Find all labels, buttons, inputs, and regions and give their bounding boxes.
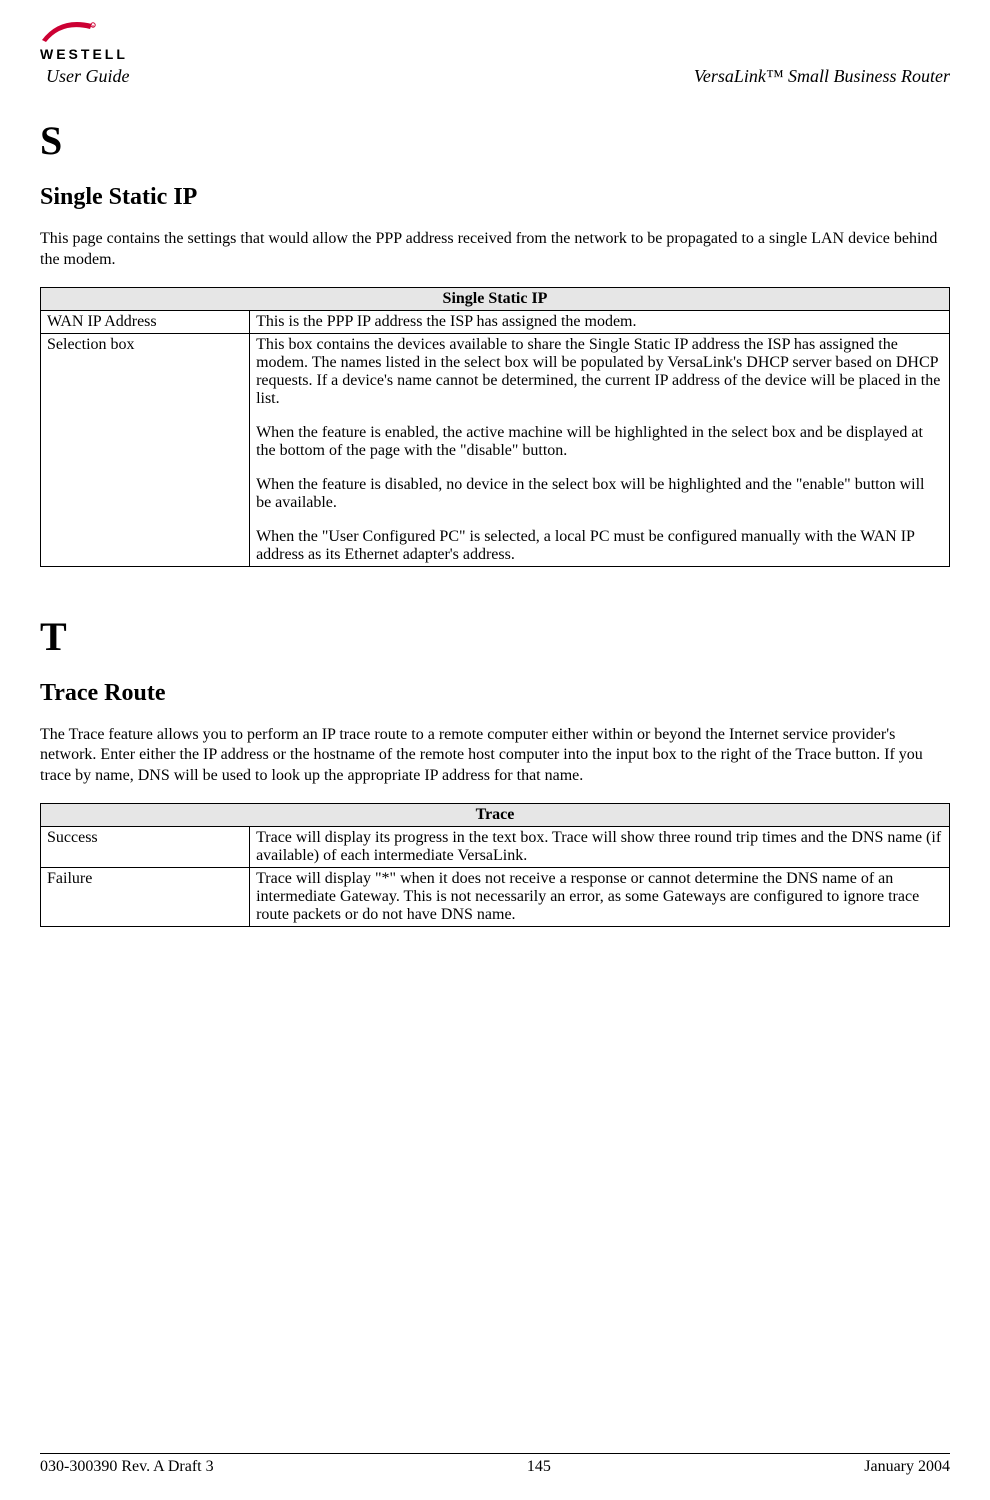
page-header: R WESTELL User Guide VersaLink™ Small Bu… <box>40 20 950 87</box>
table-single-static-ip: Single Static IP WAN IP Address This is … <box>40 287 950 567</box>
intro-single-static-ip: This page contains the settings that wou… <box>40 229 950 271</box>
section-title-single-static-ip: Single Static IP <box>40 184 950 211</box>
document-page: R WESTELL User Guide VersaLink™ Small Bu… <box>0 0 990 1500</box>
index-letter-s: S <box>40 117 950 164</box>
row-label: Success <box>41 826 250 867</box>
section-title-trace-route: Trace Route <box>40 680 950 707</box>
page-footer: 030-300390 Rev. A Draft 3 145 January 20… <box>40 1453 950 1476</box>
row-label: WAN IP Address <box>41 310 250 333</box>
footer-page-number: 145 <box>527 1458 551 1476</box>
row-desc: This is the PPP IP address the ISP has a… <box>250 310 950 333</box>
user-guide-label: User Guide <box>46 66 130 87</box>
table-header: Single Static IP <box>41 287 950 310</box>
product-name: VersaLink™ Small Business Router <box>694 66 950 87</box>
table-row: Failure Trace will display "*" when it d… <box>41 867 950 926</box>
table-header-row: Single Static IP <box>41 287 950 310</box>
header-left: R WESTELL User Guide <box>40 20 130 87</box>
row-desc: Trace will display "*" when it does not … <box>250 867 950 926</box>
row-label: Selection box <box>41 333 250 566</box>
table-row: Success Trace will display its progress … <box>41 826 950 867</box>
row-label: Failure <box>41 867 250 926</box>
row-desc-para: This box contains the devices available … <box>256 336 943 408</box>
footer-left: 030-300390 Rev. A Draft 3 <box>40 1458 214 1476</box>
row-desc-para: When the feature is enabled, the active … <box>256 424 943 460</box>
table-row: Selection box This box contains the devi… <box>41 333 950 566</box>
intro-trace-route: The Trace feature allows you to perform … <box>40 725 950 787</box>
row-desc-para: When the feature is disabled, no device … <box>256 476 943 512</box>
brand-logo: R WESTELL <box>40 20 130 62</box>
footer-right: January 2004 <box>864 1458 950 1476</box>
brand-name: WESTELL <box>40 46 128 62</box>
table-trace: Trace Success Trace will display its pro… <box>40 803 950 927</box>
table-row: WAN IP Address This is the PPP IP addres… <box>41 310 950 333</box>
logo-swoosh-icon: R <box>40 20 100 48</box>
table-header-row: Trace <box>41 803 950 826</box>
index-letter-t: T <box>40 613 950 660</box>
row-desc-para: When the "User Configured PC" is selecte… <box>256 528 943 564</box>
row-desc: Trace will display its progress in the t… <box>250 826 950 867</box>
table-header: Trace <box>41 803 950 826</box>
row-desc-para: Trace will display "*" when it does not … <box>256 870 943 924</box>
row-desc-para: This is the PPP IP address the ISP has a… <box>256 313 943 331</box>
row-desc: This box contains the devices available … <box>250 333 950 566</box>
row-desc-para: Trace will display its progress in the t… <box>256 829 943 865</box>
